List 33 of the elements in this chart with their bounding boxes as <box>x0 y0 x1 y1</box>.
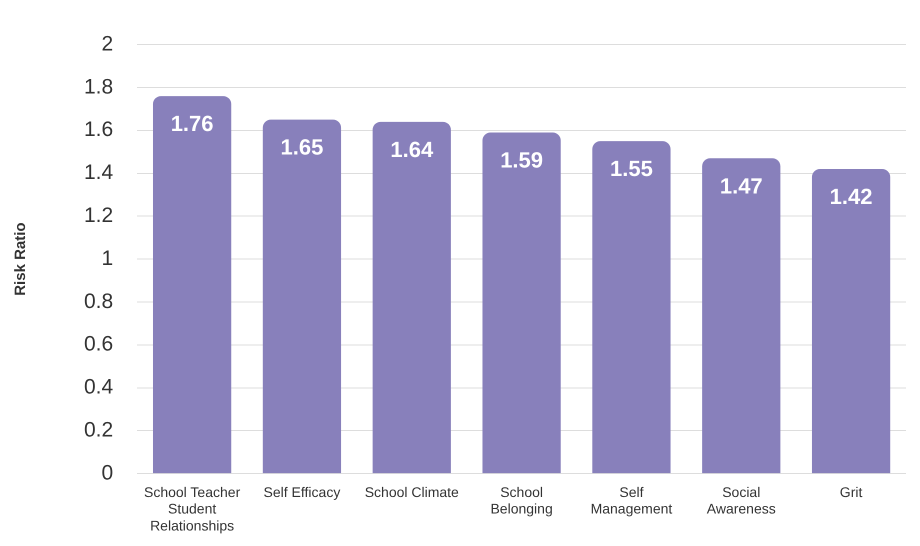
bar <box>482 132 561 474</box>
y-tick-label: 0.4 <box>84 376 114 399</box>
data-label: 1.47 <box>720 173 763 198</box>
bar <box>812 169 890 474</box>
data-label: 1.64 <box>390 136 434 162</box>
x-tick-label: Grit <box>840 484 862 500</box>
y-tick-label: 0.6 <box>84 332 114 356</box>
y-tick-label: 1.8 <box>84 75 114 98</box>
y-tick-label: 1.4 <box>84 161 114 184</box>
bar <box>372 122 451 474</box>
data-label: 1.59 <box>500 148 544 173</box>
bar <box>702 158 780 474</box>
bar <box>592 141 671 474</box>
x-tick-label: School Belonging <box>490 484 553 517</box>
x-tick-label: School Teacher Student Relationships <box>144 484 241 534</box>
x-tick-label: School Climate <box>364 484 460 500</box>
y-tick-label: 0.2 <box>84 418 114 442</box>
x-tick-label: Self Efficacy <box>264 484 340 500</box>
bar <box>262 120 342 474</box>
data-label: 1.76 <box>170 111 214 136</box>
y-tick-label: 1.6 <box>84 118 114 142</box>
y-axis-title: Risk Ratio <box>12 222 30 296</box>
data-label: 1.42 <box>830 184 872 210</box>
data-label: 1.55 <box>610 156 653 182</box>
y-tick-label: 1 <box>102 246 114 270</box>
y-tick-label: 0.8 <box>84 290 114 313</box>
data-label: 1.65 <box>280 134 324 160</box>
y-tick-label: 1.2 <box>84 204 114 227</box>
x-tick-label: Self Management <box>590 484 672 517</box>
x-tick-label: Social Awareness <box>706 484 776 517</box>
bar <box>152 96 232 474</box>
y-tick-label: 2 <box>102 32 114 56</box>
y-tick-label: 0 <box>102 461 114 484</box>
